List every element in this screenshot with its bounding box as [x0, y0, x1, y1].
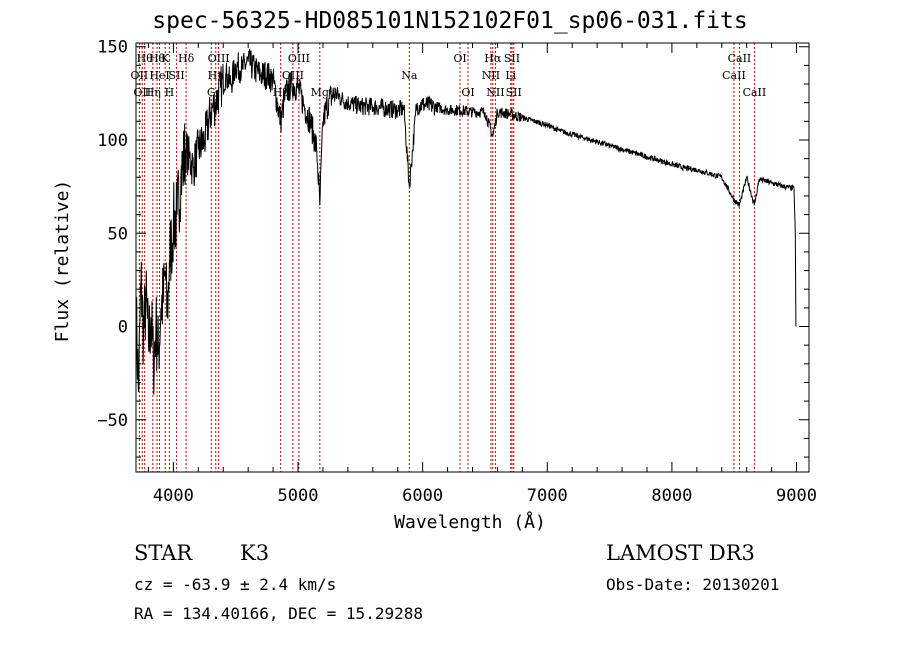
chart-title: spec-56325-HD085101N152102F01_sp06-031.f…	[152, 8, 748, 34]
line-label-hθ: Hθ	[149, 52, 166, 65]
line-label-oiii: OIII	[208, 52, 230, 65]
line-label-na: Na	[401, 69, 418, 82]
line-label-nii: NII	[486, 86, 504, 99]
line-label-h: H	[165, 86, 175, 99]
spectrum-line	[135, 48, 797, 395]
x-tick-label: 9000	[776, 486, 817, 506]
line-label-li: Li	[505, 69, 516, 82]
line-label-sii: SII	[506, 86, 522, 99]
y-tick-label: 150	[97, 38, 128, 58]
line-label-caii: CaII	[743, 86, 767, 99]
line-label-oii: OII	[133, 86, 151, 99]
line-label-oii: OII	[131, 69, 149, 82]
line-label-sii: SII	[169, 69, 185, 82]
line-label-nii: NII	[482, 69, 500, 82]
line-label-hei: HeI	[149, 69, 169, 82]
line-label-k: K	[161, 52, 170, 65]
observation-date: Obs-Date: 20130201	[606, 575, 780, 594]
x-tick-label: 6000	[402, 486, 443, 506]
x-axis-label: Wavelength (Å)	[394, 511, 546, 533]
line-label-oi: OI	[453, 52, 466, 65]
x-tick-label: 5000	[278, 486, 319, 506]
line-label-mg: Mg	[311, 86, 329, 99]
y-tick-label: −50	[97, 411, 128, 431]
redshift-velocity: cz = -63.9 ± 2.4 km/s	[134, 575, 337, 594]
spectral-line-markers	[138, 43, 755, 472]
line-label-caii: CaII	[722, 69, 746, 82]
y-tick-label: 0	[118, 318, 128, 338]
y-axis-label: Flux (relative)	[52, 180, 73, 343]
spectrum-series	[135, 48, 797, 395]
x-tick-label: 8000	[651, 486, 692, 506]
survey-name: LAMOST DR3	[606, 541, 755, 565]
spectral-line-labels: OIIOIIHθHηHθHeIKHSIIHδGHγOIIIHβOIIIOIIIM…	[131, 52, 767, 99]
y-tick-label: 100	[97, 131, 128, 151]
y-tick-label: 50	[108, 224, 128, 244]
line-label-hδ: Hδ	[178, 52, 195, 65]
line-label-hθ: Hθ	[137, 52, 154, 65]
object-class: STAR	[134, 541, 193, 565]
object-subclass: K3	[240, 541, 270, 565]
line-label-hη: Hη	[145, 86, 161, 99]
line-label-g: G	[207, 86, 216, 99]
x-tick-label: 4000	[153, 486, 194, 506]
ra-dec-coordinates: RA = 134.40166, DEC = 15.29288	[134, 604, 423, 623]
x-tick-label: 7000	[527, 486, 568, 506]
axis-ticks: 4000 5000 6000 7000 8000 9000 −50 0 50 100 150	[97, 38, 817, 506]
line-label-hα: Hα	[484, 52, 502, 65]
line-label-sii: SII	[504, 52, 520, 65]
line-label-caii: CaII	[728, 52, 752, 65]
line-label-oi: OI	[461, 86, 474, 99]
line-label-oiii: OIII	[288, 52, 310, 65]
line-label-oiii: OIII	[282, 69, 304, 82]
